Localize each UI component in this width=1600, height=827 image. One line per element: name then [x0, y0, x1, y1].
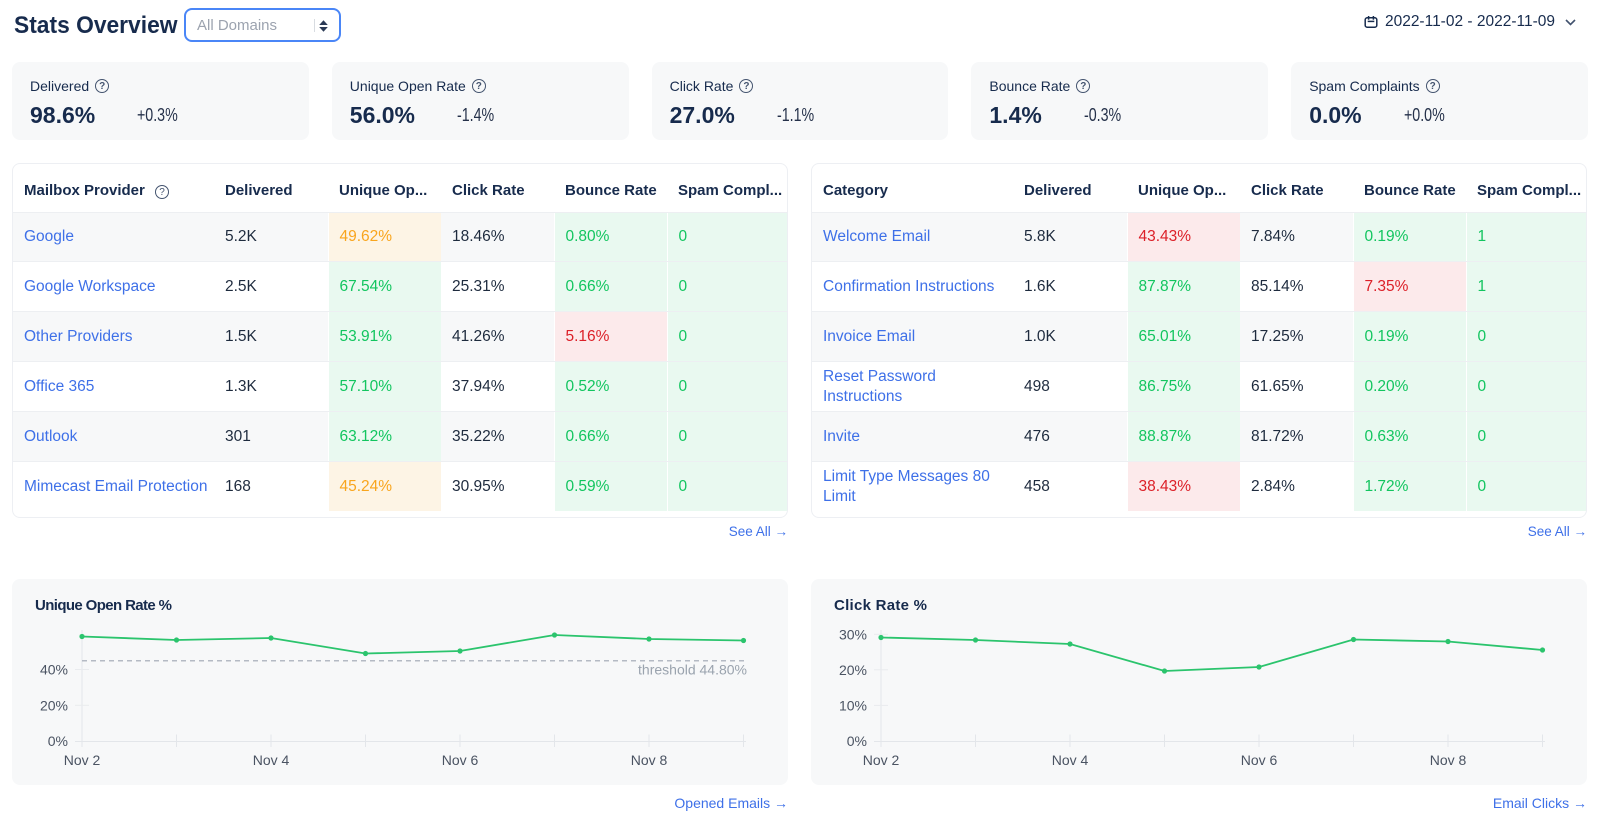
svg-text:threshold 44.80%: threshold 44.80% [638, 662, 747, 678]
svg-text:20%: 20% [40, 697, 68, 713]
svg-text:Nov 2: Nov 2 [64, 752, 101, 768]
svg-text:0%: 0% [48, 733, 68, 749]
svg-text:Unique Open Rate %: Unique Open Rate % [35, 597, 172, 614]
svg-text:Nov 6: Nov 6 [442, 752, 479, 768]
svg-text:0%: 0% [847, 733, 867, 749]
svg-text:20%: 20% [839, 662, 867, 678]
svg-text:10%: 10% [839, 697, 867, 713]
svg-text:Nov 6: Nov 6 [1241, 752, 1278, 768]
svg-text:Nov 4: Nov 4 [1052, 752, 1089, 768]
svg-text:40%: 40% [40, 662, 68, 678]
svg-text:Nov 2: Nov 2 [863, 752, 900, 768]
svg-text:Nov 8: Nov 8 [1430, 752, 1467, 768]
svg-text:Nov 4: Nov 4 [253, 752, 290, 768]
svg-text:30%: 30% [839, 626, 867, 642]
svg-text:Click Rate %: Click Rate % [834, 597, 927, 614]
svg-text:Nov 8: Nov 8 [631, 752, 668, 768]
